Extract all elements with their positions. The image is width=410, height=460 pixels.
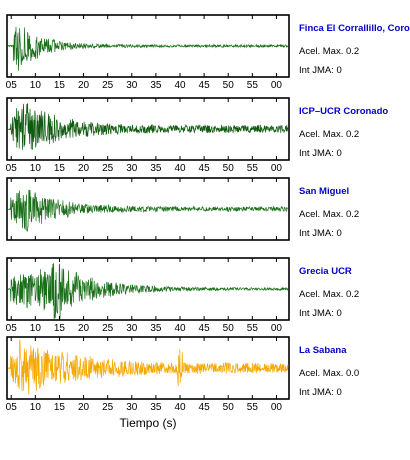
x-tick-label: 35 (150, 163, 162, 174)
station-name: ICP–UCR Coronado (299, 106, 388, 117)
x-tick-label: 25 (102, 402, 114, 413)
x-tick-label: 05 (6, 323, 18, 334)
x-tick-label: 30 (126, 80, 138, 91)
x-tick-label: 05 (6, 163, 18, 174)
x-tick-label: 30 (126, 402, 138, 413)
station-jma: Int JMA: 0 (299, 308, 342, 319)
x-tick-label: 30 (126, 323, 138, 334)
x-tick-label: 45 (199, 402, 211, 413)
panel: 05 10 15 20 25 30 35 40 45 50 55 00 La Sabana Acel. M… (6, 336, 359, 413)
x-tick-label: 45 (199, 80, 211, 91)
x-tick-label: 05 (6, 402, 18, 413)
station-name: Finca El Corrallillo, Coro (299, 23, 410, 34)
x-tick-label: 55 (247, 163, 259, 174)
x-tick-label: 55 (247, 323, 259, 334)
x-tick-label: 20 (78, 80, 90, 91)
station-accel: Acel. Max. 0.2 (299, 209, 359, 220)
x-tick-label: 10 (30, 163, 42, 174)
x-tick-label: 35 (150, 323, 162, 334)
x-tick-label: 00 (271, 80, 283, 91)
station-accel: Acel. Max. 0.2 (299, 289, 359, 300)
station-accel: Acel. Max. 0.0 (299, 368, 359, 379)
x-tick-label: 20 (78, 323, 90, 334)
x-tick-label: 50 (223, 323, 235, 334)
x-tick-label: 50 (223, 163, 235, 174)
panel: 05 10 15 20 25 30 35 40 45 50 55 00 Finca El Corrall… (6, 14, 410, 91)
station-jma: Int JMA: 0 (299, 228, 342, 239)
x-tick-label: 15 (54, 163, 66, 174)
x-tick-label: 00 (271, 402, 283, 413)
station-name: San Miguel (299, 186, 349, 197)
x-tick-label: 00 (271, 163, 283, 174)
panel: 05 10 15 20 25 30 35 40 45 50 55 00 ICP–UCR Coronado… (6, 97, 388, 174)
x-tick-label: 00 (271, 323, 283, 334)
x-tick-label: 25 (102, 80, 114, 91)
x-tick-label: 15 (54, 80, 66, 91)
x-tick-label: 25 (102, 323, 114, 334)
panel: San Miguel Acel. Max. 0.2 Int JMA: 0 (6, 177, 359, 241)
x-tick-label: 25 (102, 163, 114, 174)
x-tick-label: 50 (223, 402, 235, 413)
x-tick-label: 05 (6, 80, 18, 91)
x-tick-label: 15 (54, 323, 66, 334)
panel: 05 10 15 20 25 30 35 40 45 50 55 00 Grecia UCR Acel. … (6, 257, 359, 334)
x-tick-label: 35 (150, 402, 162, 413)
x-tick-label: 30 (126, 163, 138, 174)
x-tick-label: 35 (150, 80, 162, 91)
series-line (7, 26, 289, 71)
x-tick-label: 40 (174, 80, 186, 91)
x-tick-label: 10 (30, 80, 42, 91)
series-line (7, 339, 289, 395)
x-tick-label: 15 (54, 402, 66, 413)
x-tick-label: 45 (199, 163, 211, 174)
x-tick-label: 10 (30, 323, 42, 334)
station-jma: Int JMA: 0 (299, 65, 342, 76)
x-tick-label: 40 (174, 402, 186, 413)
x-tick-label: 40 (174, 323, 186, 334)
series-line (7, 103, 289, 150)
x-tick-label: 45 (199, 323, 211, 334)
station-name: Grecia UCR (299, 266, 352, 277)
station-jma: Int JMA: 0 (299, 387, 342, 398)
x-tick-label: 40 (174, 163, 186, 174)
x-tick-label: 20 (78, 402, 90, 413)
x-tick-label: 10 (30, 402, 42, 413)
station-accel: Acel. Max. 0.2 (299, 129, 359, 140)
x-tick-label: 50 (223, 80, 235, 91)
series-line (7, 263, 289, 320)
x-tick-label: 55 (247, 402, 259, 413)
x-tick-label: 20 (78, 163, 90, 174)
x-tick-label: 55 (247, 80, 259, 91)
series-line (7, 189, 289, 232)
seismogram-panels: 05 10 15 20 25 30 35 40 45 50 55 00 Finca El Corrall… (6, 14, 410, 413)
station-name: La Sabana (299, 345, 347, 356)
x-axis-label: Tiempo (s) (120, 416, 177, 430)
station-jma: Int JMA: 0 (299, 148, 342, 159)
station-accel: Acel. Max. 0.2 (299, 46, 359, 57)
